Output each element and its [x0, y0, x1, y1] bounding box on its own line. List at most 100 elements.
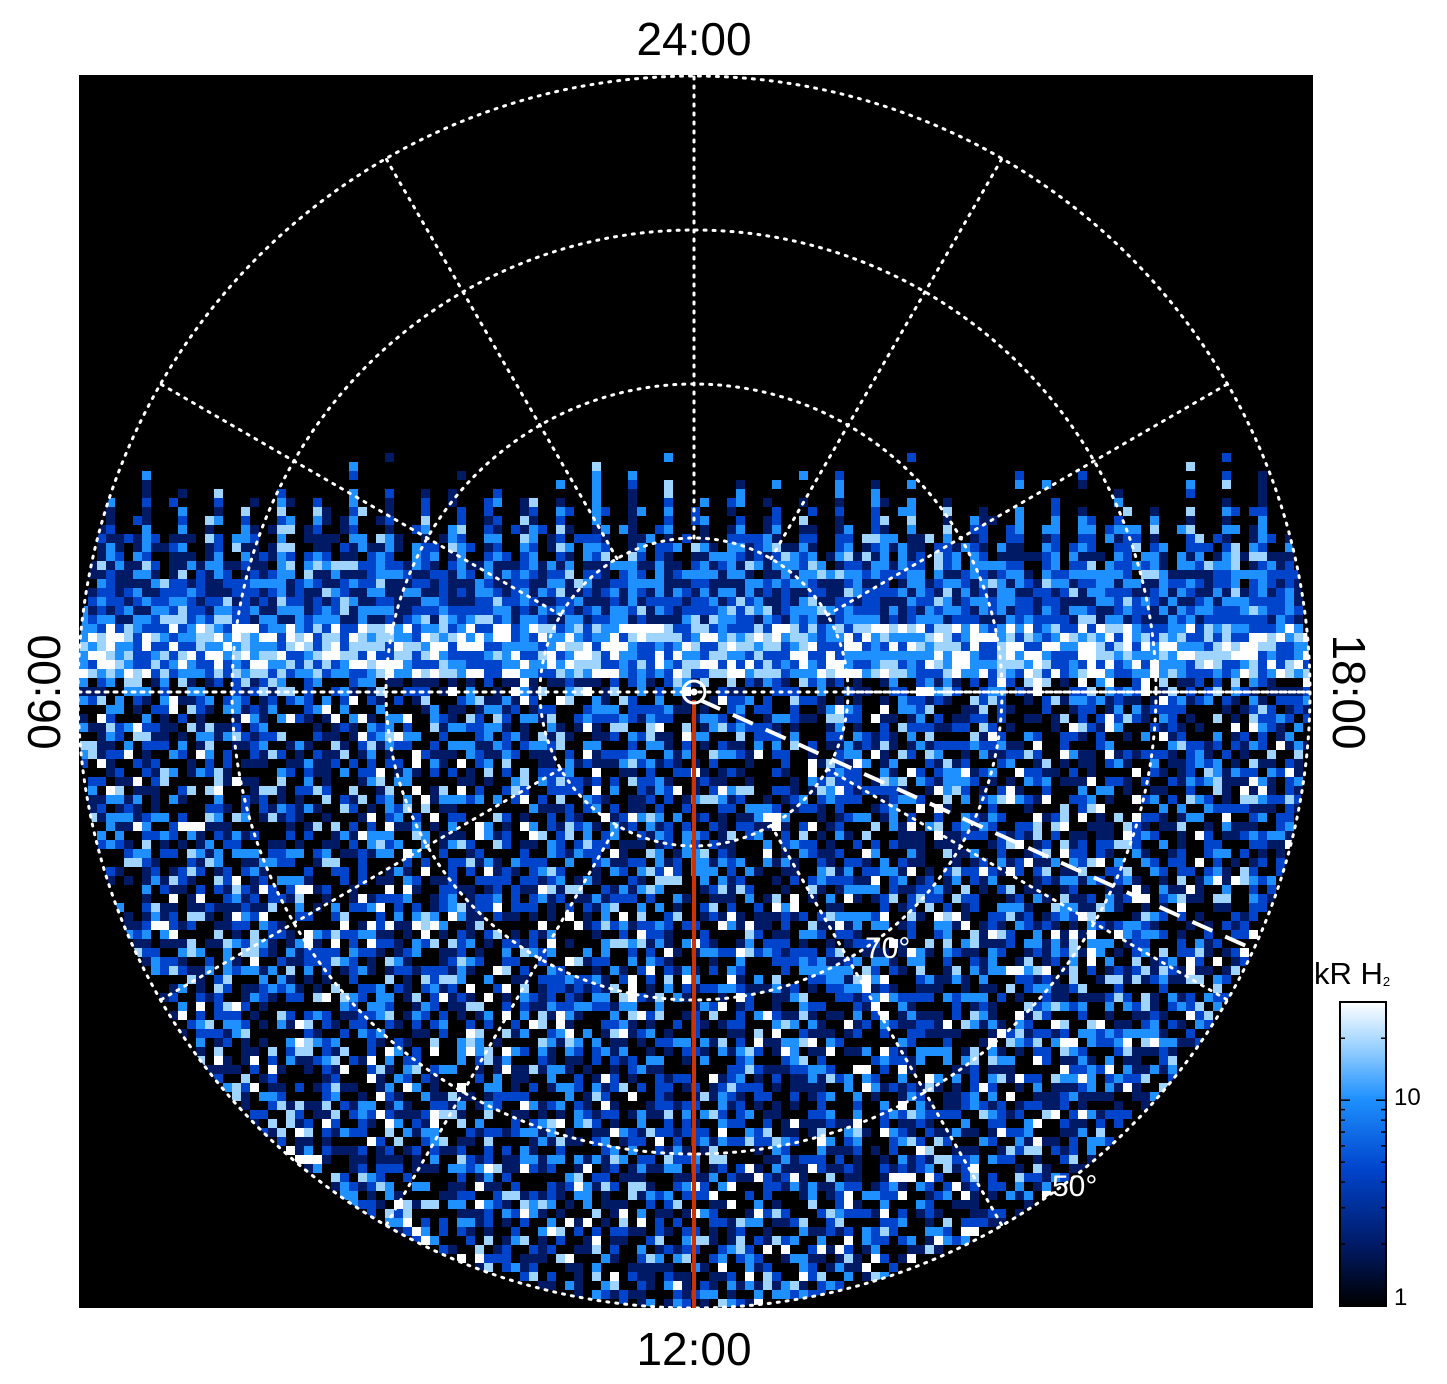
emission-cell [529, 615, 538, 624]
emission-cell [943, 786, 952, 795]
emission-cell [151, 768, 160, 777]
emission-cell [772, 606, 781, 615]
emission-cell [745, 930, 754, 939]
emission-cell [322, 732, 331, 741]
emission-cell [844, 525, 853, 534]
emission-cell [457, 507, 466, 516]
emission-cell [1186, 534, 1195, 543]
emission-cell [376, 903, 385, 912]
emission-cell [718, 669, 727, 678]
emission-cell [1087, 903, 1096, 912]
emission-cell [286, 552, 295, 561]
emission-cell [799, 525, 808, 534]
emission-cell [547, 534, 556, 543]
emission-cell [700, 705, 709, 714]
emission-cell [205, 849, 214, 858]
emission-cell [367, 543, 376, 552]
emission-cell [430, 552, 439, 561]
emission-cell [1069, 930, 1078, 939]
emission-cell [340, 579, 349, 588]
emission-cell [736, 786, 745, 795]
emission-cell [1204, 669, 1213, 678]
emission-cell [1231, 804, 1240, 813]
emission-cell [628, 822, 637, 831]
emission-cell [493, 489, 502, 498]
emission-cell [1114, 813, 1123, 822]
emission-cell [970, 741, 979, 750]
emission-cell [709, 624, 718, 633]
emission-cell [412, 903, 421, 912]
emission-cell [214, 642, 223, 651]
emission-cell [736, 732, 745, 741]
emission-cell [592, 570, 601, 579]
emission-cell [1258, 606, 1267, 615]
emission-cell [538, 948, 547, 957]
emission-cell [835, 867, 844, 876]
emission-cell [583, 660, 592, 669]
emission-cell [1267, 885, 1276, 894]
emission-cell [835, 813, 844, 822]
emission-cell [988, 876, 997, 885]
emission-cell [466, 741, 475, 750]
emission-cell [700, 543, 709, 552]
emission-cell [142, 507, 151, 516]
emission-cell [898, 795, 907, 804]
emission-cell [952, 633, 961, 642]
emission-cell [394, 939, 403, 948]
emission-cell [736, 768, 745, 777]
emission-cell [1285, 786, 1294, 795]
emission-cell [205, 813, 214, 822]
emission-cell [502, 732, 511, 741]
emission-cell [826, 660, 835, 669]
emission-cell [583, 651, 592, 660]
emission-cell [430, 741, 439, 750]
emission-cell [592, 624, 601, 633]
emission-cell [421, 867, 430, 876]
emission-cell [853, 957, 862, 966]
emission-cell [493, 723, 502, 732]
emission-cell [205, 822, 214, 831]
emission-cell [565, 696, 574, 705]
emission-cell [1141, 858, 1150, 867]
emission-cell [79, 669, 88, 678]
emission-cell [619, 660, 628, 669]
emission-cell [1078, 903, 1087, 912]
emission-cell [880, 642, 889, 651]
emission-cell [871, 642, 880, 651]
emission-cell [1114, 930, 1123, 939]
emission-cell [781, 633, 790, 642]
emission-cell [592, 921, 601, 930]
emission-cell [430, 615, 439, 624]
emission-cell [718, 912, 727, 921]
emission-cell [898, 777, 907, 786]
emission-cell [961, 822, 970, 831]
emission-cell [250, 498, 259, 507]
emission-cell [1195, 651, 1204, 660]
emission-cell [520, 948, 529, 957]
emission-cell [844, 867, 853, 876]
emission-cell [880, 525, 889, 534]
emission-cell [205, 597, 214, 606]
emission-cell [772, 894, 781, 903]
emission-cell [340, 741, 349, 750]
emission-cell [295, 615, 304, 624]
emission-cell [412, 759, 421, 768]
emission-cell [565, 624, 574, 633]
emission-cell [1042, 534, 1051, 543]
emission-cell [259, 633, 268, 642]
emission-cell [358, 858, 367, 867]
emission-cell [916, 714, 925, 723]
emission-cell [88, 642, 97, 651]
emission-cell [1267, 804, 1276, 813]
emission-cell [1051, 831, 1060, 840]
emission-cell [943, 759, 952, 768]
emission-cell [1204, 876, 1213, 885]
emission-cell [1132, 561, 1141, 570]
emission-cell [1186, 750, 1195, 759]
emission-cell [475, 624, 484, 633]
emission-cell [1015, 480, 1024, 489]
emission-cell [1294, 606, 1303, 615]
emission-cell [628, 876, 637, 885]
emission-cell [1105, 786, 1114, 795]
emission-cell [1249, 741, 1258, 750]
